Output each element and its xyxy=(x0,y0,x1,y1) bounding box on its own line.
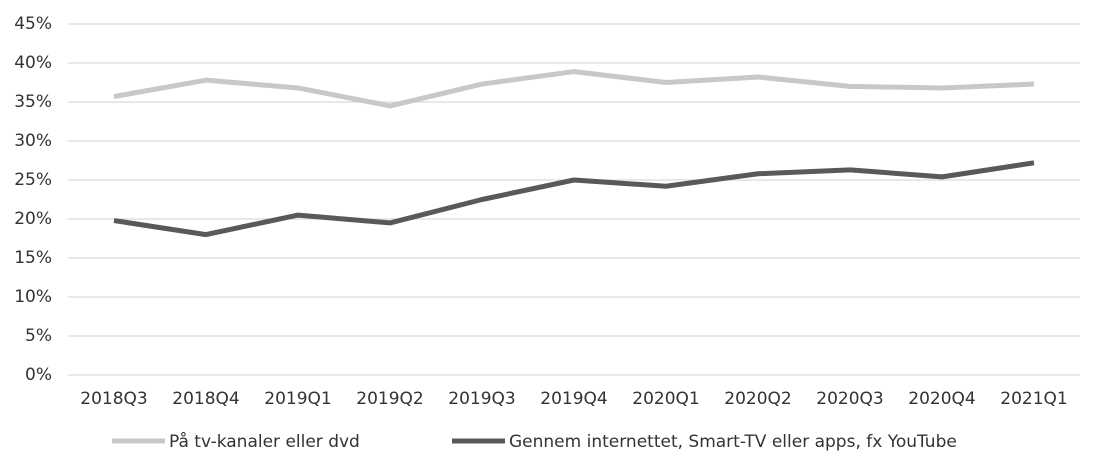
series-line xyxy=(113,160,1035,238)
y-tick-label: 25% xyxy=(14,170,52,190)
x-tick-label: 2019Q2 xyxy=(356,389,423,409)
y-tick-label: 20% xyxy=(14,209,52,229)
x-tick-label: 2019Q1 xyxy=(264,389,331,409)
x-tick-label: 2019Q4 xyxy=(540,389,607,409)
y-tick-label: 45% xyxy=(14,14,52,34)
y-tick-label: 35% xyxy=(14,92,52,112)
x-tick-label: 2018Q4 xyxy=(172,389,239,409)
y-tick-label: 5% xyxy=(25,326,52,346)
x-tick-label: 2020Q2 xyxy=(724,389,791,409)
y-tick-label: 40% xyxy=(14,53,52,73)
y-tick-label: 15% xyxy=(14,248,52,268)
y-tick-label: 0% xyxy=(25,365,52,385)
x-tick-label: 2020Q4 xyxy=(908,389,975,409)
y-tick-label: 30% xyxy=(14,131,52,151)
legend-label: Gennem internettet, Smart-TV eller apps,… xyxy=(509,432,957,452)
legend-label: På tv-kanaler eller dvd xyxy=(169,431,360,452)
series-line xyxy=(113,69,1035,109)
x-tick-label: 2018Q3 xyxy=(80,389,147,409)
x-tick-label: 2020Q3 xyxy=(816,389,883,409)
x-tick-label: 2019Q3 xyxy=(448,389,515,409)
y-tick-label: 10% xyxy=(14,287,52,307)
x-tick-label: 2020Q1 xyxy=(632,389,699,409)
x-tick-label: 2021Q1 xyxy=(1000,389,1067,409)
